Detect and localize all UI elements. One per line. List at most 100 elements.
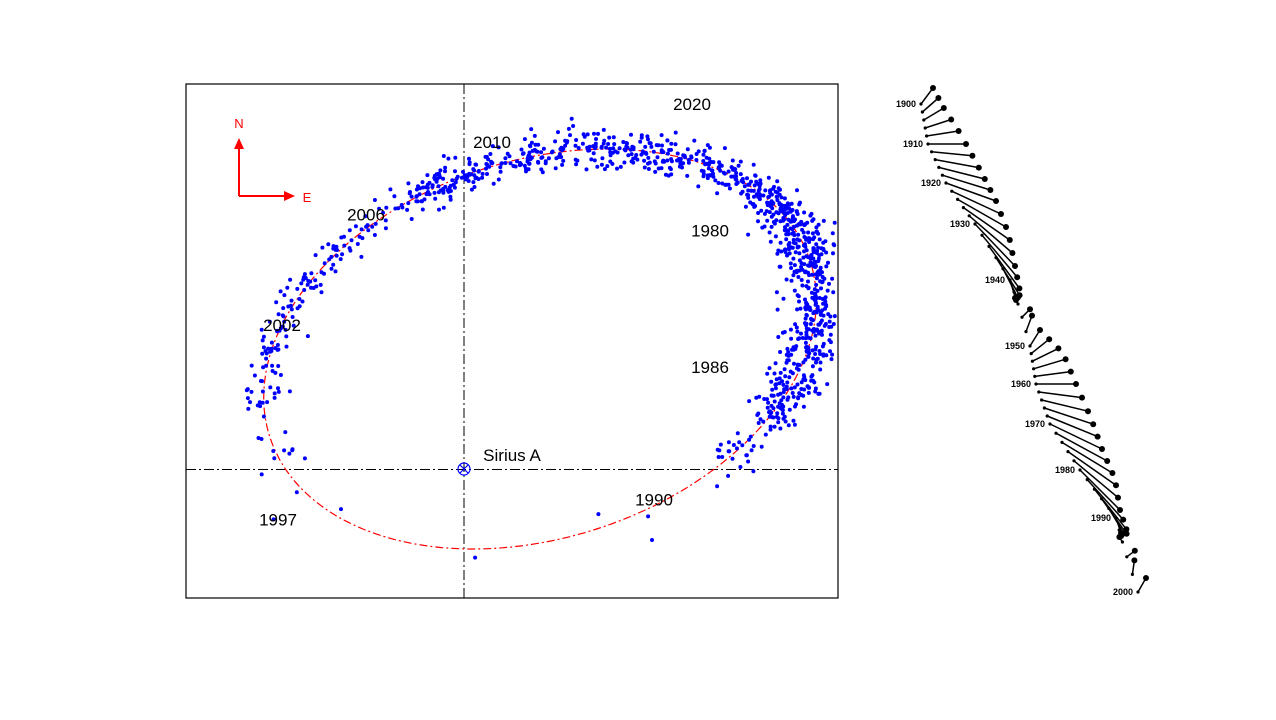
- data-point: [772, 371, 777, 376]
- data-point: [789, 266, 794, 270]
- data-point: [625, 145, 630, 150]
- data-point: [790, 245, 795, 250]
- data-point: [571, 124, 576, 128]
- data-point: [434, 172, 439, 177]
- data-point: [825, 288, 830, 293]
- data-point: [370, 224, 375, 229]
- data-point: [291, 323, 296, 328]
- data-point: [305, 282, 310, 287]
- data-point: [809, 378, 814, 383]
- sirius-a-position: [922, 118, 926, 122]
- data-point: [626, 153, 631, 158]
- data-point: [756, 421, 761, 425]
- data-point: [812, 287, 817, 292]
- data-point: [772, 424, 777, 429]
- data-point: [753, 173, 758, 178]
- data-point: [474, 162, 479, 167]
- data-point: [776, 211, 781, 216]
- data-point: [426, 190, 430, 194]
- data-point: [639, 152, 644, 157]
- data-point: [789, 386, 794, 391]
- data-point: [546, 156, 551, 161]
- data-point: [448, 197, 453, 202]
- sirius-b-position: [998, 211, 1004, 217]
- data-point: [765, 371, 770, 376]
- data-point: [665, 138, 670, 143]
- data-point: [309, 271, 314, 276]
- data-point: [283, 430, 288, 435]
- data-point: [586, 148, 591, 153]
- data-point: [652, 159, 657, 164]
- data-point: [763, 432, 768, 437]
- sirius-b-position: [1055, 345, 1062, 352]
- data-point: [706, 166, 711, 171]
- data-point: [364, 224, 369, 229]
- data-point: [800, 267, 805, 272]
- compass: N E: [234, 116, 312, 205]
- data-point: [803, 357, 808, 362]
- data-point: [814, 276, 819, 281]
- data-point: [532, 133, 537, 138]
- data-point: [355, 242, 360, 246]
- data-point: [796, 232, 801, 237]
- data-point: [808, 322, 813, 326]
- data-point: [806, 390, 811, 395]
- data-point: [639, 135, 644, 140]
- data-point: [827, 338, 832, 343]
- data-point: [776, 335, 781, 339]
- sirius-b-position: [993, 198, 999, 204]
- data-point: [730, 456, 735, 461]
- data-point: [622, 160, 627, 165]
- data-point: [377, 206, 382, 211]
- data-point: [811, 318, 816, 323]
- sirius-a-position: [1033, 374, 1037, 378]
- data-point: [786, 423, 791, 428]
- data-point: [425, 182, 430, 187]
- data-point: [811, 246, 816, 251]
- data-point: [711, 171, 715, 176]
- data-point: [560, 162, 565, 167]
- sirius-a-position: [1114, 516, 1118, 520]
- data-point: [490, 144, 495, 149]
- data-point: [338, 257, 343, 262]
- data-point: [685, 147, 690, 152]
- data-point: [339, 507, 343, 512]
- data-point: [503, 161, 508, 165]
- data-point: [771, 415, 776, 420]
- data-point: [804, 312, 809, 317]
- stick: [956, 197, 1009, 230]
- data-point: [781, 404, 786, 409]
- data-point: [260, 351, 265, 356]
- data-point: [274, 300, 279, 305]
- data-point: [798, 200, 802, 205]
- data-point: [785, 253, 789, 258]
- data-point: [363, 214, 368, 219]
- data-point: [592, 158, 597, 163]
- data-point: [280, 313, 285, 318]
- data-point: [268, 349, 273, 354]
- data-point: [554, 156, 559, 161]
- stick: [1034, 381, 1079, 387]
- sirius-a-position: [950, 189, 954, 193]
- sirius-b-position: [1009, 250, 1016, 256]
- year-label: 1920: [921, 178, 941, 188]
- data-point: [818, 268, 823, 273]
- data-point: [818, 320, 823, 325]
- stick: [1116, 534, 1124, 544]
- data-point: [333, 247, 338, 252]
- data-point: [582, 134, 587, 139]
- data-point: [284, 334, 289, 339]
- data-point: [485, 172, 489, 176]
- data-point: [553, 166, 558, 171]
- data-point: [738, 172, 743, 177]
- data-point: [751, 202, 756, 206]
- sirius-a-position: [1092, 487, 1096, 491]
- data-point: [767, 366, 772, 371]
- data-point: [819, 328, 824, 333]
- sirius-b-position: [1099, 446, 1105, 452]
- data-point: [673, 142, 678, 147]
- data-point: [758, 417, 763, 422]
- data-point: [803, 378, 808, 383]
- data-point: [294, 490, 299, 495]
- data-point: [339, 235, 344, 240]
